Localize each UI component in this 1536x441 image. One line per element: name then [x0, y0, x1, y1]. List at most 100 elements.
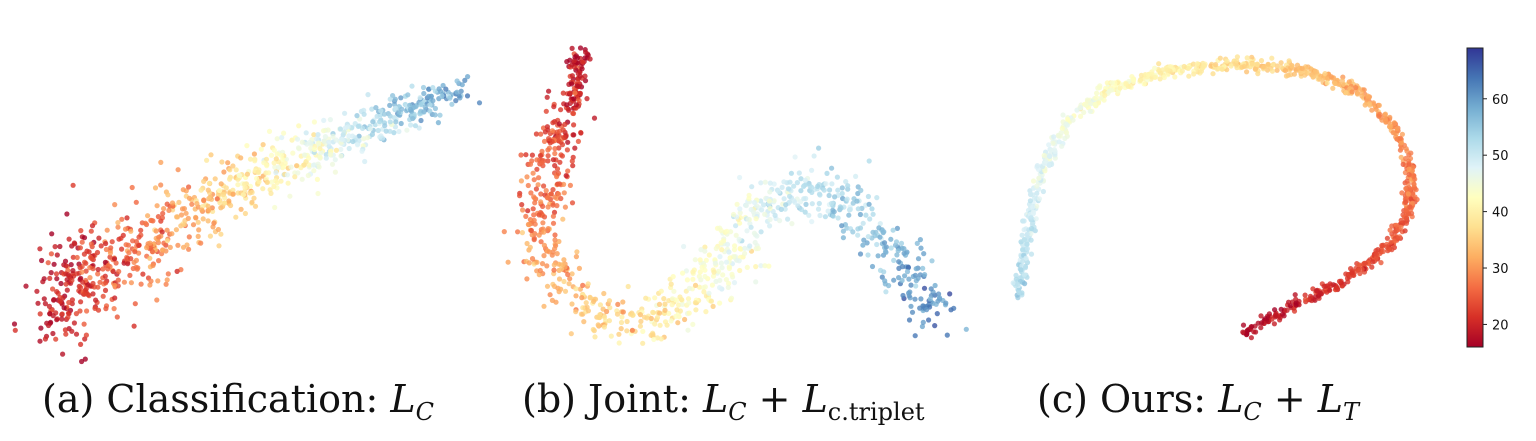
scatter-point: [1271, 321, 1277, 327]
scatter-point: [155, 214, 161, 220]
scatter-point: [1402, 199, 1409, 205]
scatter-point: [844, 196, 850, 202]
scatter-point: [1269, 68, 1275, 74]
scatter-point: [568, 331, 574, 337]
scatter-point: [315, 132, 321, 138]
scatter-point: [264, 179, 270, 185]
scatter-point: [532, 200, 538, 206]
scatter-point: [217, 187, 223, 194]
scatter-point: [662, 301, 668, 307]
scatter-point: [165, 192, 171, 198]
scatter-point: [789, 221, 795, 227]
scatter-point: [519, 202, 525, 208]
scatter-point: [325, 127, 331, 133]
scatter-point: [1272, 307, 1278, 313]
scatter-point: [1070, 117, 1076, 123]
scatter-point: [671, 288, 677, 294]
scatter-point: [350, 138, 356, 145]
scatter-point: [573, 102, 580, 108]
scatter-point: [1028, 225, 1035, 232]
scatter-point: [1406, 172, 1412, 178]
scatter-point: [529, 152, 536, 158]
scatter-point: [1313, 288, 1319, 294]
scatter-point: [204, 157, 210, 163]
scatter-point: [59, 316, 65, 322]
scatter-point: [242, 184, 248, 190]
scatter-point: [592, 334, 598, 340]
scatter-point: [798, 176, 804, 182]
scatter-point: [417, 95, 423, 101]
scatter-point: [321, 128, 327, 134]
scatter-point: [825, 208, 831, 214]
scatter-point: [657, 322, 663, 328]
scatter-point: [906, 317, 913, 323]
scatter-point: [1359, 266, 1365, 272]
scatter-point: [1302, 292, 1308, 298]
scatter-point: [737, 210, 743, 216]
scatter-point: [718, 240, 724, 246]
scatter-point: [354, 113, 360, 119]
scatter-point: [575, 71, 581, 77]
scatter-point: [155, 278, 161, 284]
scatter-point: [576, 265, 583, 271]
scatter-point: [66, 236, 72, 242]
scatter-point: [758, 229, 764, 235]
scatter-point: [792, 199, 798, 205]
scatter-point: [1278, 64, 1284, 70]
scatter-point: [93, 297, 99, 303]
scatter-point: [1030, 204, 1036, 210]
scatter-point: [771, 181, 777, 187]
scatter-point: [731, 247, 738, 253]
scatter-point: [795, 203, 801, 209]
scatter-point: [233, 167, 239, 173]
scatter-point: [683, 268, 690, 274]
scatter-point: [306, 155, 312, 161]
scatter-point: [917, 305, 923, 311]
scatter-point: [247, 156, 254, 162]
scatter-point: [1341, 81, 1347, 87]
scatter-point: [927, 296, 933, 302]
scatter-point: [206, 180, 212, 186]
scatter-point: [79, 358, 85, 365]
scatter-point: [1104, 80, 1110, 86]
scatter-point: [287, 193, 293, 199]
scatter-point: [252, 158, 258, 164]
scatter-point: [194, 201, 200, 207]
scatter-point: [893, 239, 900, 245]
scatter-point: [779, 184, 785, 190]
scatter-point: [839, 223, 845, 229]
scatter-point: [928, 286, 934, 292]
scatter-point: [1312, 297, 1318, 303]
scatter-point: [816, 145, 822, 151]
scatter-point: [1152, 65, 1158, 71]
scatter-point: [1165, 67, 1171, 73]
scatter-point: [218, 231, 224, 237]
scatter-point: [1322, 71, 1328, 77]
scatter-point: [186, 184, 192, 190]
scatter-point: [418, 102, 424, 108]
scatter-point: [607, 305, 613, 311]
scatter-point: [569, 62, 575, 68]
scatter-point: [664, 322, 670, 328]
scatter-point: [643, 295, 649, 301]
scatter-point: [1398, 140, 1405, 146]
scatter-point: [332, 169, 338, 175]
scatter-point: [686, 310, 692, 316]
scatter-point: [877, 221, 883, 227]
colorbar-gradient: [1466, 47, 1484, 348]
scatter-point: [1394, 126, 1400, 132]
scatter-point: [54, 252, 60, 258]
scatter-point: [730, 211, 737, 218]
scatter-point: [244, 171, 250, 177]
scatter-point: [677, 294, 683, 300]
scatter-point: [1370, 259, 1376, 265]
scatter-point: [1353, 85, 1359, 91]
scatter-point: [1356, 262, 1362, 268]
scatter-point: [1397, 135, 1403, 141]
scatter-point: [865, 252, 871, 258]
scatter-point: [64, 287, 70, 293]
scatter-point: [718, 227, 724, 233]
scatter-point: [176, 199, 182, 205]
scatter-point: [1141, 81, 1147, 87]
scatter-point: [787, 179, 793, 185]
